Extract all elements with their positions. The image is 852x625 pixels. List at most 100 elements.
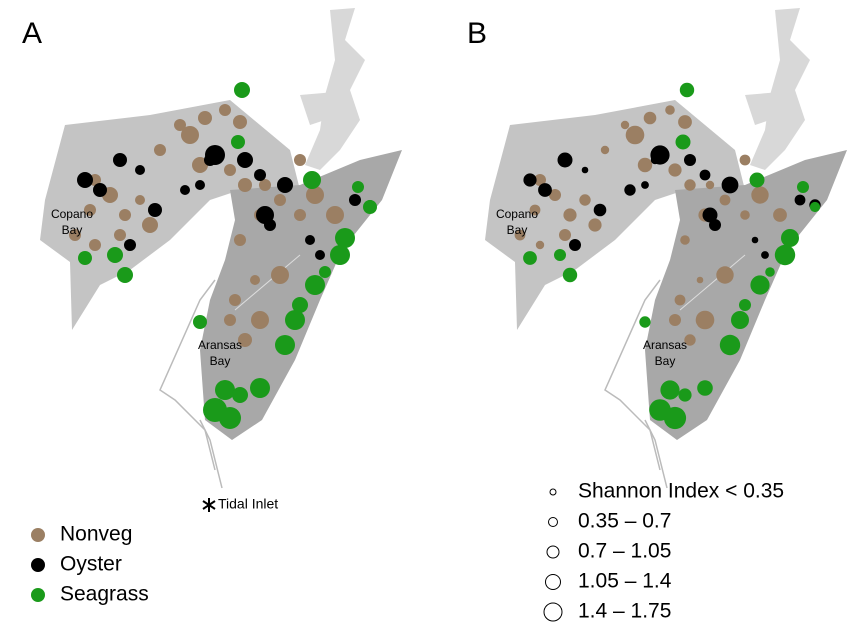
- site: [588, 218, 602, 232]
- site: [639, 316, 651, 328]
- legend-label: Seagrass: [60, 583, 149, 606]
- site: [319, 266, 331, 278]
- site: [739, 154, 751, 166]
- site: [234, 82, 250, 98]
- legend-size: [545, 574, 561, 590]
- site: [774, 244, 796, 266]
- site: [665, 105, 675, 115]
- site: [719, 194, 731, 206]
- site: [135, 195, 145, 205]
- site: [277, 177, 293, 193]
- site: [765, 267, 775, 277]
- site: [678, 388, 692, 402]
- site: [684, 179, 696, 191]
- place-label: Bay: [655, 354, 676, 368]
- site: [538, 183, 552, 197]
- site: [232, 387, 248, 403]
- site: [148, 203, 162, 217]
- legend-size: [548, 517, 558, 527]
- site: [142, 217, 158, 233]
- site: [523, 173, 537, 187]
- site: [198, 111, 212, 125]
- site: [684, 334, 696, 346]
- legend-label: 1.05 – 1.4: [578, 570, 672, 593]
- site: [174, 119, 186, 131]
- legend-size: [546, 545, 560, 559]
- legend-size: [549, 488, 557, 496]
- site: [69, 229, 81, 241]
- site: [678, 115, 692, 129]
- site: [562, 267, 578, 283]
- site: [740, 210, 750, 220]
- site: [549, 189, 561, 201]
- site: [285, 310, 305, 330]
- site: [554, 249, 566, 261]
- legend-label: Nonveg: [60, 523, 132, 546]
- site: [215, 380, 235, 400]
- site: [675, 134, 691, 150]
- site: [679, 82, 695, 98]
- sites-a: [69, 82, 377, 429]
- legend-label: 0.7 – 1.05: [578, 540, 671, 563]
- site: [224, 164, 236, 176]
- site: [674, 294, 686, 306]
- site: [781, 229, 799, 247]
- site: [660, 380, 680, 400]
- site: [259, 179, 271, 191]
- place-label: Copano: [51, 207, 93, 221]
- site: [305, 235, 315, 245]
- site: [237, 152, 253, 168]
- site: [761, 251, 769, 259]
- site: [750, 275, 770, 295]
- site: [523, 251, 537, 265]
- site: [229, 294, 241, 306]
- site: [773, 208, 787, 222]
- site: [716, 266, 734, 284]
- legend-label: 1.4 – 1.75: [578, 600, 671, 623]
- legend-swatch: [31, 528, 45, 542]
- place-label: Bay: [210, 354, 231, 368]
- site: [643, 111, 657, 125]
- site: [303, 171, 321, 189]
- site: [668, 163, 682, 177]
- site: [637, 157, 653, 173]
- site: [114, 229, 126, 241]
- site: [650, 155, 660, 165]
- place-label: Bay: [62, 223, 83, 237]
- site: [695, 310, 715, 330]
- site: [84, 204, 96, 216]
- site: [697, 380, 713, 396]
- place-label: Aransas: [643, 338, 687, 352]
- site: [696, 276, 704, 284]
- site: [238, 333, 252, 347]
- site: [684, 154, 696, 166]
- site: [315, 250, 325, 260]
- legend-size: [543, 602, 563, 622]
- site: [306, 186, 324, 204]
- site: [569, 239, 581, 251]
- site: [233, 115, 247, 129]
- site: [124, 239, 136, 251]
- site: [335, 228, 355, 248]
- site: [739, 299, 751, 311]
- site: [154, 144, 166, 156]
- site: [514, 229, 526, 241]
- site: [204, 154, 216, 166]
- site: [721, 176, 739, 194]
- site: [250, 275, 260, 285]
- site: [326, 206, 344, 224]
- site: [363, 200, 377, 214]
- site: [352, 181, 364, 193]
- inlet-marker: [202, 498, 216, 512]
- place-label: Aransas: [198, 338, 242, 352]
- site: [292, 297, 308, 313]
- site: [251, 311, 269, 329]
- site: [794, 194, 806, 206]
- site: [219, 104, 231, 116]
- site: [77, 172, 93, 188]
- site: [593, 203, 607, 217]
- site: [305, 275, 325, 295]
- site: [193, 315, 207, 329]
- site: [749, 172, 765, 188]
- site: [89, 239, 101, 251]
